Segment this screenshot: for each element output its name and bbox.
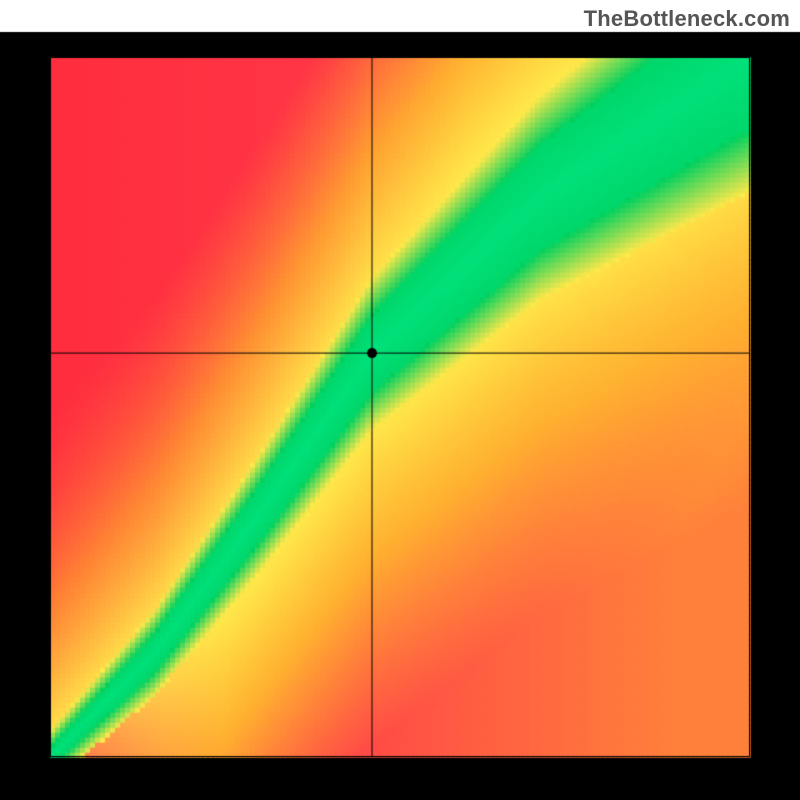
heatmap-canvas	[0, 0, 800, 800]
chart-container: TheBottleneck.com	[0, 0, 800, 800]
watermark-label: TheBottleneck.com	[584, 6, 790, 32]
